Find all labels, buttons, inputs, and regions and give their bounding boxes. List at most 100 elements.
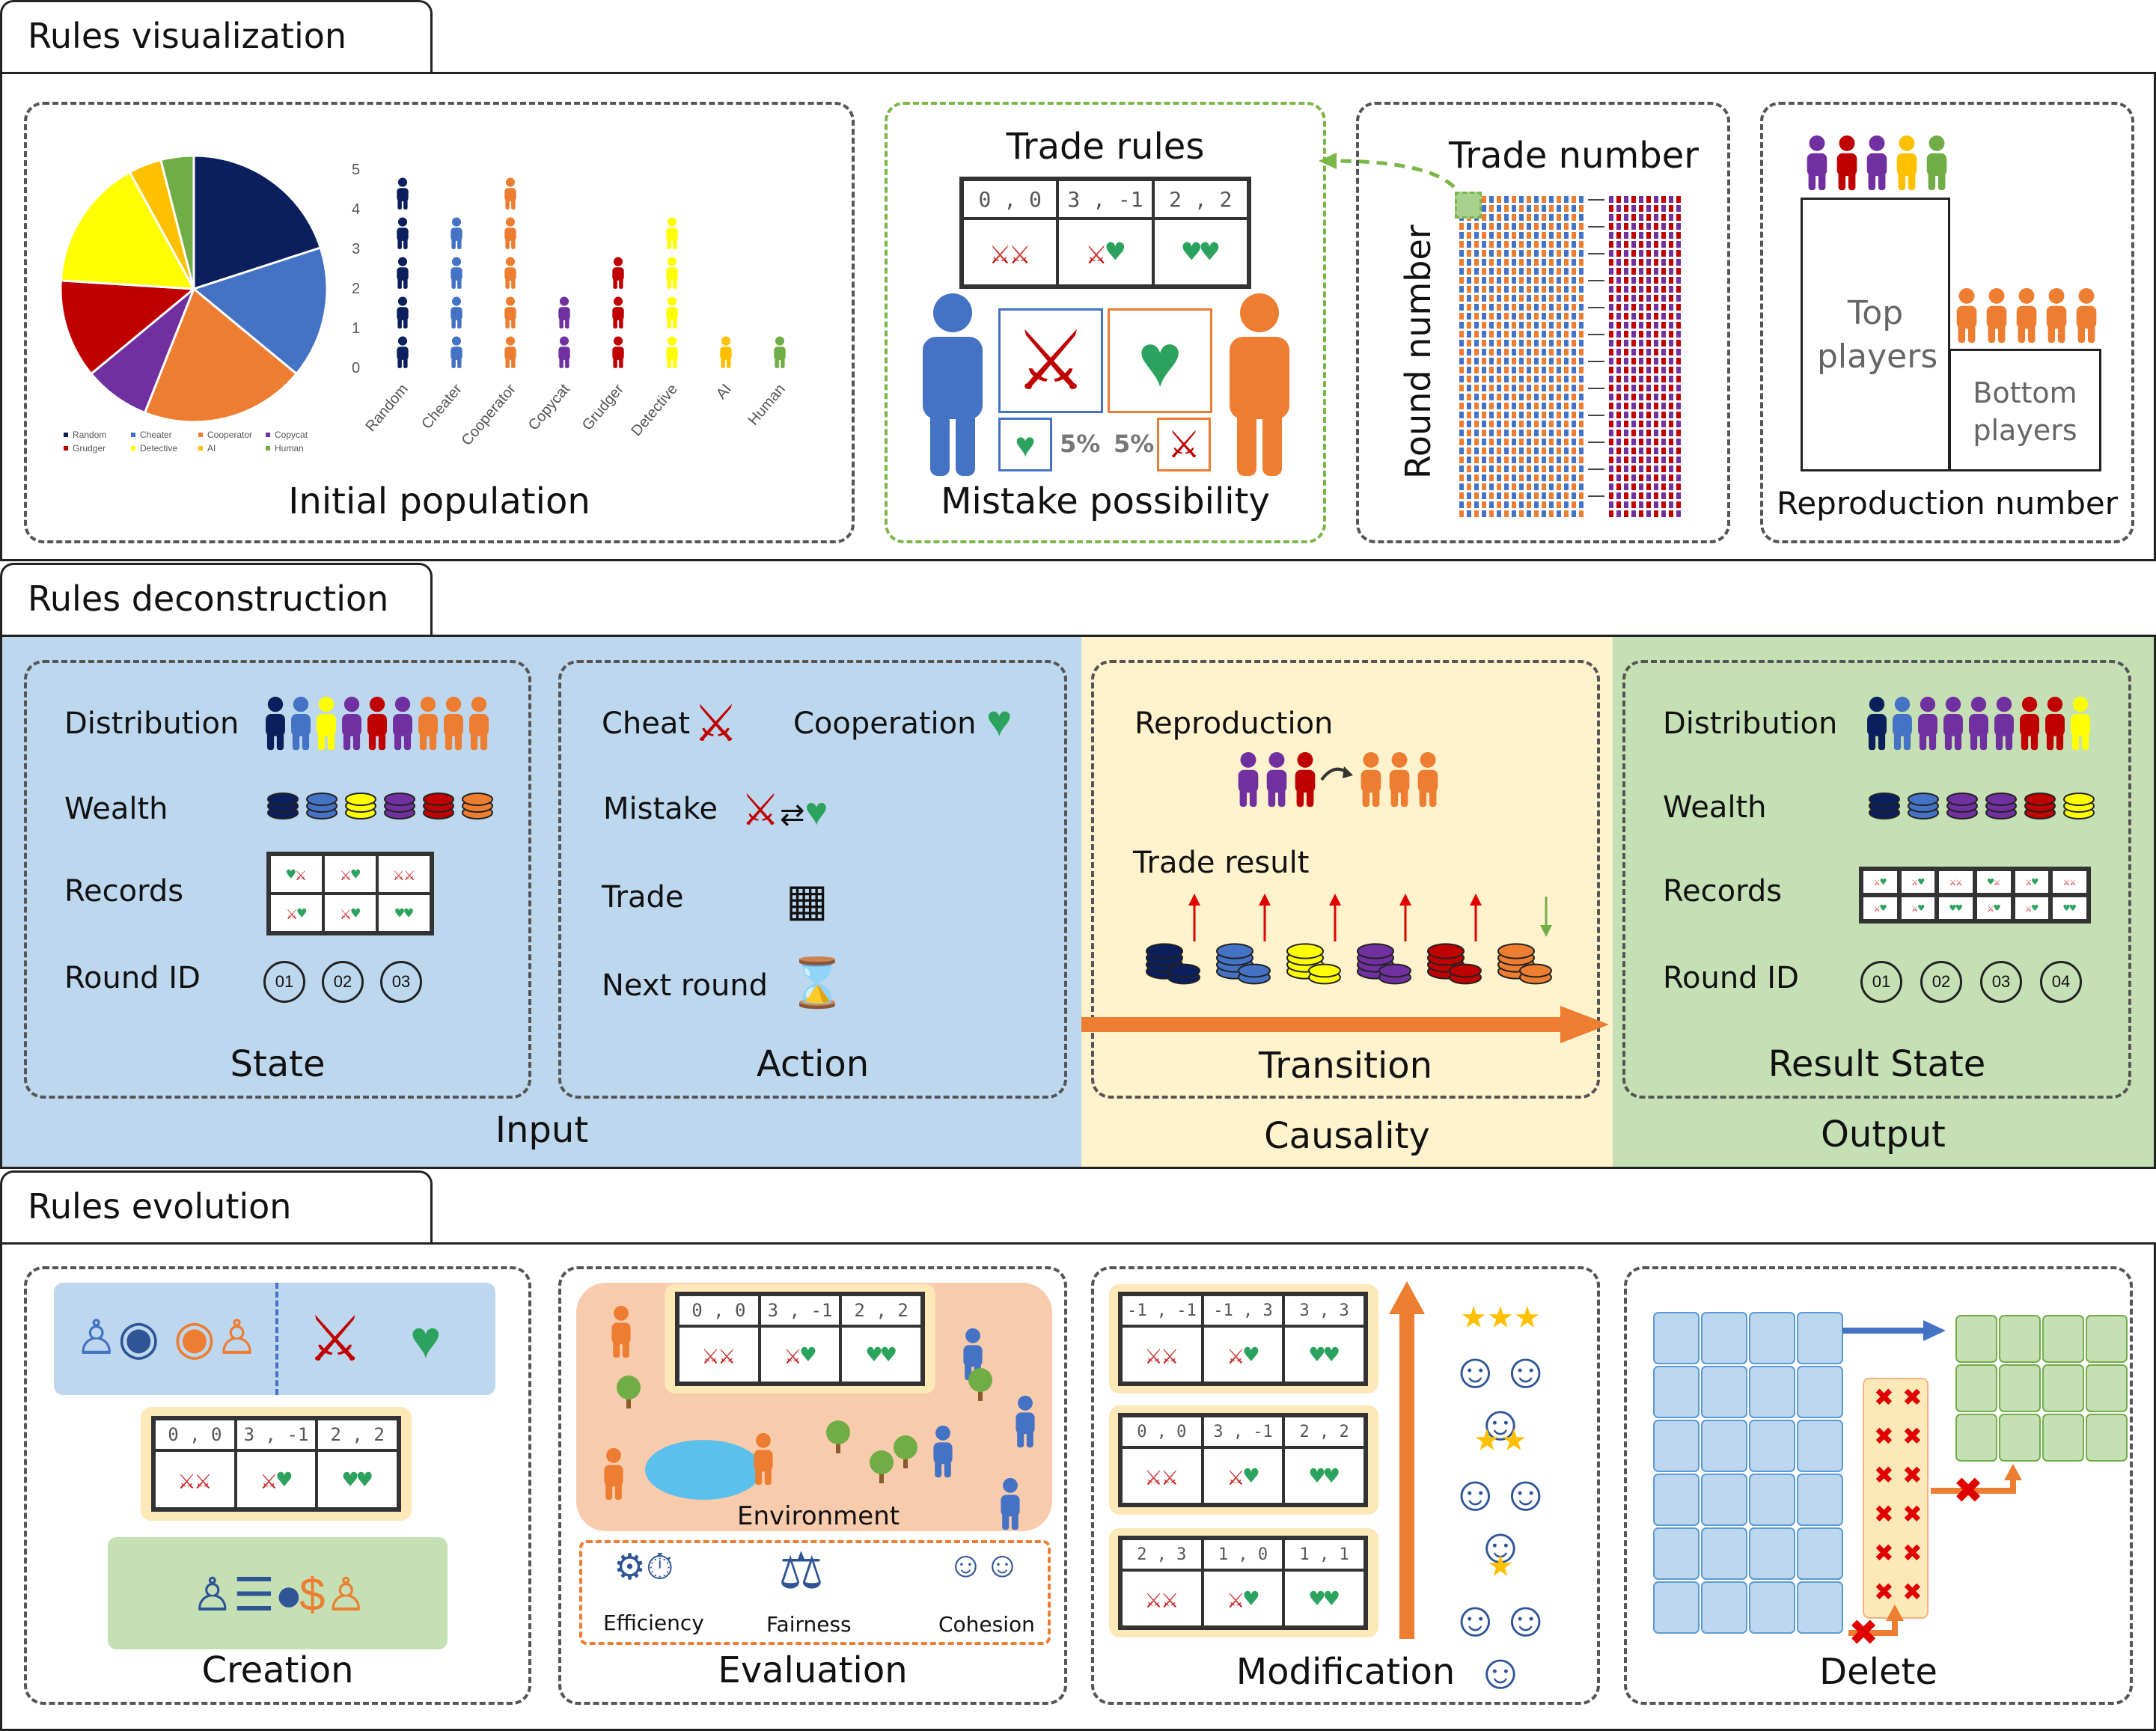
trade-cell <box>1639 394 1643 400</box>
evaluation-payoff-table: 0 , 0 3 , -1 2 , 2 ⚔⚔ ⚔ ♥ ♥♥ <box>675 1292 925 1386</box>
record-cell: ⚔⚔ <box>1937 870 1974 894</box>
trade-cell <box>1557 439 1561 445</box>
trade-cell <box>1497 205 1501 212</box>
trade-cell <box>1557 403 1561 409</box>
payoff-cell: 3 , -1 <box>1202 1416 1284 1447</box>
trade-cell <box>1504 214 1509 221</box>
trade-cell <box>1549 340 1554 346</box>
trade-cell <box>1661 483 1666 490</box>
trade-cell <box>1512 250 1516 257</box>
trade-cell <box>1549 430 1554 436</box>
trade-cell <box>1467 465 1471 472</box>
trade-coin-icon <box>1167 963 1200 985</box>
trade-cell <box>1579 394 1584 400</box>
trade-cell <box>1482 322 1486 329</box>
green-grid-cell <box>2086 1315 2128 1363</box>
state-records-label: Records <box>64 874 184 909</box>
causality-arrow <box>1081 1006 1609 1043</box>
x-tick-label: Cooperator <box>459 381 519 449</box>
trade-cell <box>1609 349 1613 355</box>
trade-cell <box>1534 196 1539 203</box>
trade-cell <box>1512 277 1516 284</box>
tree-icon <box>894 1435 917 1468</box>
trade-coin-icon <box>1378 963 1411 985</box>
bar-person-icon <box>451 257 462 289</box>
trade-cell <box>1459 465 1464 472</box>
mistake-cheat-icon: ⚔ <box>1157 418 1211 471</box>
trade-cell <box>1564 277 1569 284</box>
bar-person-icon <box>612 336 624 368</box>
bar-person-icon <box>504 296 516 329</box>
trade-cell <box>1527 421 1531 427</box>
trade-cell <box>1549 223 1554 230</box>
blue-grid-cell <box>1797 1420 1843 1472</box>
reproduction-icons <box>1238 751 1438 808</box>
trade-cell <box>1639 501 1643 508</box>
trade-cell <box>1549 367 1554 373</box>
trade-cell <box>1654 196 1658 203</box>
bar-person-icon <box>451 217 462 249</box>
trade-cell <box>1549 403 1554 409</box>
trade-cell <box>1646 358 1651 364</box>
trade-cell <box>1557 340 1561 346</box>
trade-cell <box>1519 232 1524 239</box>
top-players-icons <box>1807 135 1947 191</box>
result-records-table: ⚔ ♥ ⚔ ♥ ⚔⚔ ♥ ⚔ ⚔ ♥ ⚔⚔ ⚔ ♥ ⚔ ♥ ♥♥ ⚔ ♥ ⚔ ♥ ♥♥ <box>1859 867 2091 923</box>
trade-cell <box>1624 223 1628 230</box>
trade-cell <box>1497 412 1501 418</box>
trade-cell <box>1579 214 1584 221</box>
trade-cell <box>1609 385 1613 391</box>
trade-cell <box>1489 196 1494 203</box>
trade-cell <box>1482 448 1486 454</box>
trade-cell <box>1467 457 1471 463</box>
trade-cell <box>1542 223 1546 230</box>
trade-cell <box>1572 331 1576 338</box>
trade-cell <box>1669 367 1673 373</box>
legend-swatch <box>198 433 203 437</box>
delete-caption: Delete <box>1819 1651 1937 1693</box>
trade-cell <box>1624 277 1628 284</box>
trade-cell <box>1564 232 1569 239</box>
trade-cell <box>1669 196 1673 203</box>
blue-grid-cell <box>1749 1581 1795 1634</box>
state-caption: State <box>230 1043 326 1085</box>
increase-arrowhead <box>1259 894 1271 906</box>
trade-cell <box>1676 313 1681 320</box>
trade-cell <box>1616 430 1621 436</box>
trade-cell <box>1572 340 1576 346</box>
trade-cell <box>1467 259 1471 266</box>
distribution-person-icon <box>418 696 438 751</box>
trade-cell <box>1579 465 1584 472</box>
trade-cell <box>1512 349 1516 355</box>
distribution-person-icon <box>2045 696 2065 751</box>
trade-cell <box>1504 421 1509 427</box>
trade-cell <box>1654 223 1658 230</box>
trade-cell <box>1646 340 1651 346</box>
trade-cell <box>1661 331 1666 338</box>
y-tick-label: 4 <box>352 201 360 218</box>
x-tick-label: Copycat <box>525 381 573 434</box>
trade-cell <box>1572 394 1576 400</box>
payoff-cell: 1 , 1 <box>1283 1539 1365 1570</box>
trade-cell <box>1639 492 1643 499</box>
trade-cell <box>1534 214 1539 221</box>
payoff-cell: 2 , 2 <box>1283 1416 1365 1447</box>
creation-panel <box>24 1266 531 1705</box>
trade-cell <box>1489 457 1494 463</box>
trade-cell <box>1519 259 1524 266</box>
trade-cell <box>1624 421 1628 427</box>
trade-cell <box>1654 430 1658 436</box>
trade-cell <box>1579 322 1584 329</box>
trade-cell <box>1669 340 1673 346</box>
trade-cell <box>1519 277 1524 284</box>
x-tick-label: Cheater <box>418 381 465 433</box>
trade-cell <box>1564 421 1569 427</box>
trade-cell <box>1467 367 1471 373</box>
trade-cell <box>1527 205 1531 212</box>
trade-cell <box>1489 259 1494 266</box>
trade-cell <box>1676 457 1681 463</box>
trade-cell <box>1676 394 1681 400</box>
y-tick-label: 1 <box>352 320 360 337</box>
bottom-player-icon <box>2046 287 2067 344</box>
green-grid-cell <box>1955 1364 1997 1412</box>
